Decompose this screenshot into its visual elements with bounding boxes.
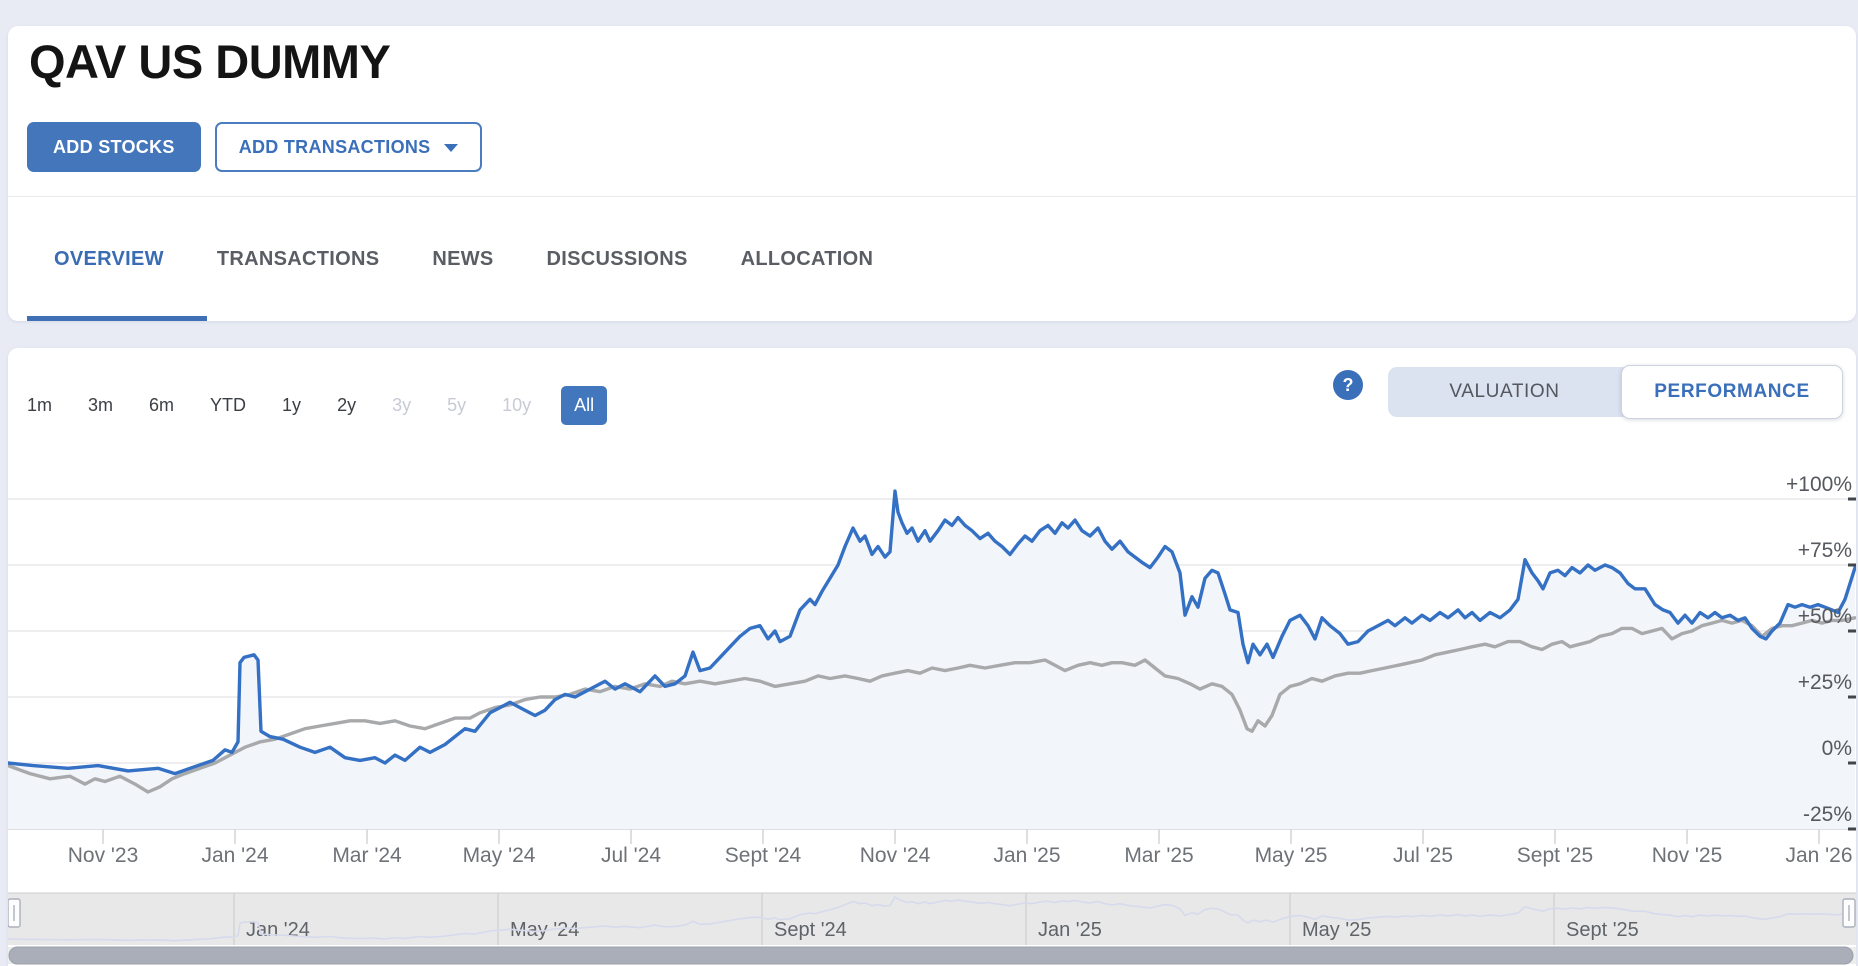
navigator-label: Sept '25	[1566, 919, 1639, 941]
y-axis-tick	[1848, 695, 1856, 699]
x-axis-label: Jan '26	[1785, 844, 1852, 867]
add-transactions-label: ADD TRANSACTIONS	[238, 136, 431, 157]
x-axis-label: Nov '24	[860, 844, 931, 867]
range-5y: 5y	[447, 394, 467, 415]
performance-chart[interactable]: Nov '23 Jan '24 Mar '24 May '24 Jul '24 Sept …	[8, 348, 1856, 966]
caret-down-icon	[444, 144, 459, 152]
navigator-label: Sept '24	[774, 919, 847, 941]
y-axis-tick	[1848, 563, 1856, 567]
range-3m[interactable]: 3m	[88, 394, 114, 415]
range-1y[interactable]: 1y	[282, 394, 302, 415]
tab-discussions[interactable]: DISCUSSIONS	[546, 247, 688, 270]
navigator-label: Jan '25	[1038, 919, 1102, 941]
x-axis-label: Mar '25	[1124, 844, 1193, 867]
tab-transactions[interactable]: TRANSACTIONS	[216, 247, 380, 270]
navigator-track[interactable]	[8, 893, 1856, 945]
range-all-button[interactable]: All	[561, 385, 608, 425]
page-title: QAV US DUMMY	[29, 35, 391, 88]
header-divider	[8, 196, 1856, 197]
x-axis-label: Jan '24	[201, 844, 268, 867]
range-10y: 10y	[502, 394, 532, 415]
x-axis-label: Jan '25	[993, 844, 1060, 867]
portfolio-header-card: QAV US DUMMY ADD STOCKS ADD TRANSACTIONS…	[8, 26, 1856, 321]
x-axis-label: May '25	[1255, 844, 1328, 867]
range-3y: 3y	[392, 394, 412, 415]
tab-allocation[interactable]: ALLOCATION	[740, 247, 874, 270]
add-stocks-button[interactable]: ADD STOCKS	[27, 122, 201, 172]
portfolio-series-line	[8, 489, 1856, 776]
x-axis-label: Jul '24	[601, 844, 661, 867]
y-axis-label: +50%	[1798, 605, 1852, 628]
chart-card: Nov '23 Jan '24 Mar '24 May '24 Jul '24 Sept …	[8, 348, 1856, 966]
x-axis-label: Nov '25	[1652, 844, 1723, 867]
y-axis-tick	[1848, 761, 1856, 765]
range-selector: 1m 3m 6m YTD 1y 2y 3y 5y 10y All	[27, 385, 608, 425]
add-transactions-button[interactable]: ADD TRANSACTIONS	[214, 122, 483, 172]
y-axis-label: -25%	[1803, 803, 1852, 826]
y-axis-label: +75%	[1798, 539, 1852, 562]
y-axis-tick	[1848, 827, 1856, 831]
benchmark-series-line	[8, 616, 1856, 794]
y-axis-label: +25%	[1798, 671, 1852, 694]
navigator-mini-line	[8, 895, 1856, 942]
view-toggle: VALUATION PERFORMANCE	[1388, 365, 1843, 419]
active-tab-underline	[27, 316, 207, 321]
tab-bar: OVERVIEW TRANSACTIONS NEWS DISCUSSIONS A…	[54, 197, 873, 321]
scrollbar-thumb[interactable]	[8, 946, 1854, 965]
x-axis-label: Jul '25	[1393, 844, 1453, 867]
y-axis-tick	[1848, 497, 1856, 501]
x-axis-label: Sept '24	[725, 844, 802, 867]
x-axis-label: Mar '24	[332, 844, 402, 867]
y-axis-tick	[1848, 629, 1856, 633]
x-axis-label: Sept '25	[1517, 844, 1593, 867]
range-1m[interactable]: 1m	[27, 394, 53, 415]
toggle-valuation[interactable]: VALUATION	[1449, 381, 1560, 402]
tab-news[interactable]: NEWS	[432, 247, 494, 270]
add-stocks-label: ADD STOCKS	[53, 136, 175, 157]
range-6m[interactable]: 6m	[149, 394, 175, 415]
blue-series-area	[8, 491, 1855, 829]
x-axis-label: Nov '23	[68, 844, 139, 867]
x-axis-label: May '24	[463, 844, 536, 867]
range-2y[interactable]: 2y	[337, 394, 357, 415]
tab-overview[interactable]: OVERVIEW	[54, 247, 164, 270]
toggle-performance[interactable]: PERFORMANCE	[1621, 365, 1843, 419]
header-actions: ADD STOCKS ADD TRANSACTIONS	[27, 122, 483, 172]
help-icon[interactable]: ?	[1333, 370, 1363, 400]
y-axis-label: 0%	[1822, 737, 1852, 760]
navigator-label: May '25	[1302, 919, 1371, 941]
y-axis-label: +100%	[1786, 473, 1852, 496]
range-ytd[interactable]: YTD	[210, 394, 247, 415]
